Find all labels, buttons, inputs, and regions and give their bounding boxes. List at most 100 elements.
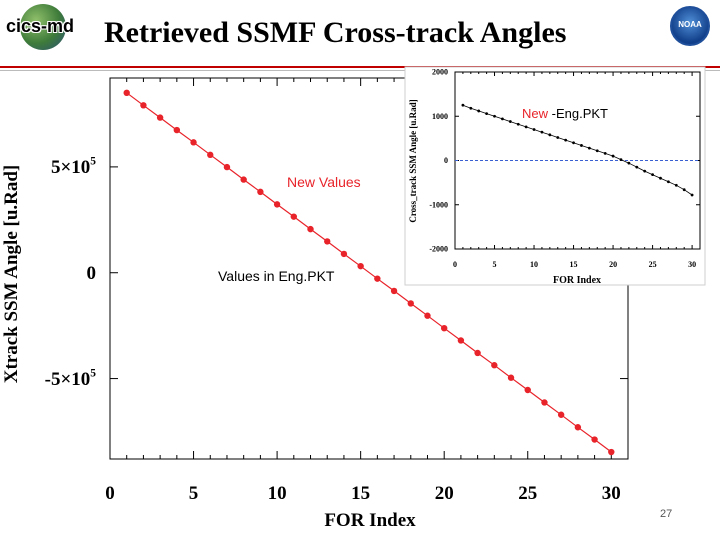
data-point	[440, 324, 448, 332]
data-point	[223, 163, 231, 171]
annotation-new-values: New Values	[287, 174, 361, 190]
data-point	[608, 448, 615, 456]
data-point	[273, 201, 281, 208]
inset-y-ticks: 2000 1000 0 -1000 -2000	[429, 68, 700, 254]
data-point	[666, 180, 670, 184]
data-point	[474, 349, 481, 357]
data-point	[611, 154, 615, 158]
annotation-eng-pkt: Values in Eng.PKT	[218, 268, 335, 284]
inset-chart: 0 5 10 15 20 25 30 2000 1000 0 -1000 -2000 New -En…	[404, 66, 706, 286]
main-x-ticks: 0 5 10 15 20 25 30	[105, 78, 629, 504]
x-tick-label: 20	[609, 260, 617, 269]
data-point	[461, 103, 465, 107]
x-tick-label: 20	[435, 483, 454, 504]
y-tick-label: 0	[87, 263, 97, 284]
inset-series	[461, 103, 694, 197]
data-point	[493, 114, 496, 118]
data-point	[207, 151, 214, 159]
x-tick-label: 0	[105, 483, 115, 504]
x-tick-label: 30	[602, 483, 621, 504]
globe-icon	[20, 4, 66, 50]
data-point	[557, 411, 565, 418]
data-point	[595, 149, 599, 153]
data-point	[457, 337, 465, 344]
data-point	[548, 133, 552, 137]
y-tick-label: -2000	[429, 245, 448, 254]
x-tick-label: 15	[570, 260, 578, 269]
data-point	[635, 165, 639, 169]
data-point	[674, 183, 678, 187]
data-point	[508, 120, 512, 123]
data-point	[156, 114, 164, 121]
y-tick-label: 5×105	[51, 156, 96, 179]
data-point	[587, 146, 591, 150]
data-point	[477, 109, 481, 113]
data-point	[574, 424, 582, 431]
title-divider-shadow	[0, 70, 720, 71]
data-point	[591, 436, 598, 443]
y-tick-label: 0	[444, 156, 448, 165]
inset-title-highlight: New	[522, 106, 549, 121]
inset-y-axis-label: Cross_track SSM Angle [u.Rad]	[408, 99, 418, 222]
data-point	[290, 213, 298, 220]
data-point	[556, 136, 560, 139]
x-tick-label: 10	[530, 260, 538, 269]
title-divider	[0, 66, 720, 68]
data-point	[240, 176, 247, 183]
x-tick-label: 0	[453, 260, 457, 269]
series-line	[126, 92, 612, 453]
x-tick-label: 5	[189, 483, 199, 504]
data-point	[619, 158, 623, 162]
data-point	[540, 130, 544, 134]
slide-title: Retrieved SSMF Cross-track Angles	[104, 16, 567, 49]
data-point	[564, 138, 568, 142]
main-y-axis-label: Xtrack SSM Angle [u.Rad]	[1, 165, 22, 384]
data-point	[123, 89, 130, 97]
inset-background	[404, 66, 706, 286]
inset-x-ticks: 0 5 10 15 20 25 30	[453, 72, 701, 269]
y-tick-exponent: 5	[90, 156, 96, 168]
data-point	[257, 188, 264, 196]
data-point	[307, 225, 314, 233]
y-tick-label: 1000	[432, 112, 448, 121]
data-point	[690, 193, 694, 197]
data-point	[424, 312, 431, 319]
data-point	[340, 250, 348, 258]
data-point	[627, 161, 631, 165]
data-point	[407, 300, 414, 307]
x-tick-label: 25	[649, 260, 657, 269]
inset-title: New -Eng.PKT	[522, 106, 608, 121]
y-tick-label: -5×105	[45, 367, 97, 390]
data-point	[491, 362, 498, 369]
data-point	[541, 399, 548, 406]
data-point	[524, 125, 528, 129]
data-point	[469, 106, 473, 110]
page-number: 27	[660, 508, 673, 520]
data-point	[532, 128, 536, 131]
series-line	[462, 104, 693, 196]
x-tick-label: 10	[268, 483, 287, 504]
x-tick-label: 15	[351, 483, 370, 504]
data-point	[507, 374, 515, 381]
data-point	[524, 386, 531, 394]
x-tick-label: 25	[518, 483, 537, 504]
data-point	[580, 144, 583, 147]
y-tick-label: 2000	[432, 68, 448, 77]
noaa-logo: NOAA	[670, 6, 710, 46]
main-series	[123, 89, 615, 456]
cics-md-logo-text: cics-md	[6, 16, 75, 36]
data-point	[651, 173, 654, 177]
data-point	[140, 102, 147, 109]
data-point	[501, 117, 504, 121]
data-point	[682, 188, 686, 192]
data-point	[324, 238, 331, 245]
main-y-ticks: 5×105 0 -5×105	[45, 156, 628, 390]
data-point	[659, 176, 662, 180]
inset-x-axis-label: FOR Index	[553, 275, 601, 286]
data-point	[357, 262, 364, 270]
main-x-axis-label: FOR Index	[324, 510, 416, 531]
data-point	[643, 169, 647, 173]
cics-md-logo: cics-md	[6, 4, 78, 50]
data-point	[516, 122, 520, 126]
